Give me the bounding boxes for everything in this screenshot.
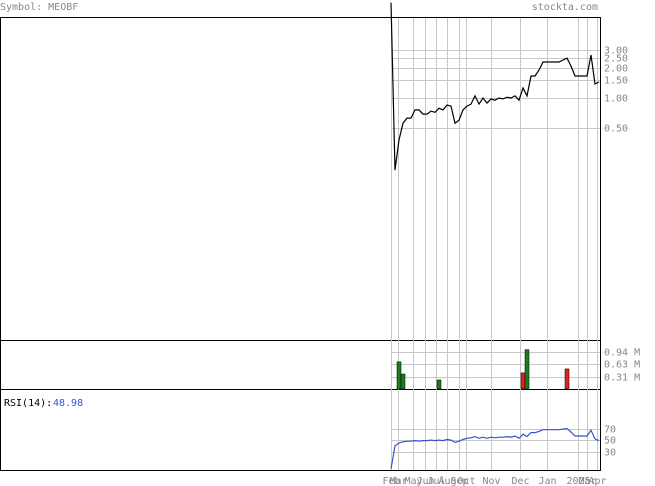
y-tick-label: 70 [604, 425, 616, 436]
y-tick-label: 0.31 M [604, 373, 640, 384]
x-tick-label: May [404, 476, 422, 486]
symbol: Symbol: MEOBF [0, 2, 78, 13]
x-tick-label: Apr [588, 476, 606, 486]
volume-bar [520, 372, 526, 390]
volume-bar [524, 349, 530, 390]
volume-bar [396, 361, 402, 390]
volume-bar [436, 379, 442, 390]
y-tick-label: 0.63 M [604, 360, 640, 371]
y-tick-label: 2.50 [604, 54, 628, 65]
x-tick-label: Aug [438, 476, 456, 486]
y-tick-label: 2.00 [604, 64, 628, 75]
volume-bar [564, 368, 570, 390]
x-tick-label: Dec [511, 476, 529, 486]
x-tick-label: Jul [427, 476, 445, 486]
y-tick-label: 3.00 [604, 46, 628, 57]
y-tick-label: 30 [604, 448, 616, 459]
price-frame [0, 17, 601, 341]
y-tick-label: 0.94 M [604, 348, 640, 359]
x-tick-label: 2025 [566, 476, 590, 486]
y-tick-label: 1.50 [604, 76, 628, 87]
volume-bar [400, 373, 406, 390]
x-tick-label: Sep [450, 476, 468, 486]
site: stockta.com [532, 2, 598, 13]
x-tick-label: Feb [382, 476, 400, 486]
y-tick-label: 0.50 [604, 124, 628, 135]
x-tick-label: Jun [416, 476, 434, 486]
rsi-last: 48.98 [53, 398, 83, 409]
x-tick-label: Mar [389, 476, 407, 486]
y-tick-label: 1.00 [604, 94, 628, 105]
x-tick-label: Nov [482, 476, 500, 486]
y-tick-label: 50 [604, 436, 616, 447]
line [390, 2, 600, 171]
rsi-label: RSI(14): [4, 398, 52, 409]
x-tick-label: Oct [457, 476, 475, 486]
rsi-frame [0, 389, 601, 471]
line [390, 427, 600, 469]
x-tick-label: Mar [578, 476, 596, 486]
x-tick-label: Jan [538, 476, 556, 486]
